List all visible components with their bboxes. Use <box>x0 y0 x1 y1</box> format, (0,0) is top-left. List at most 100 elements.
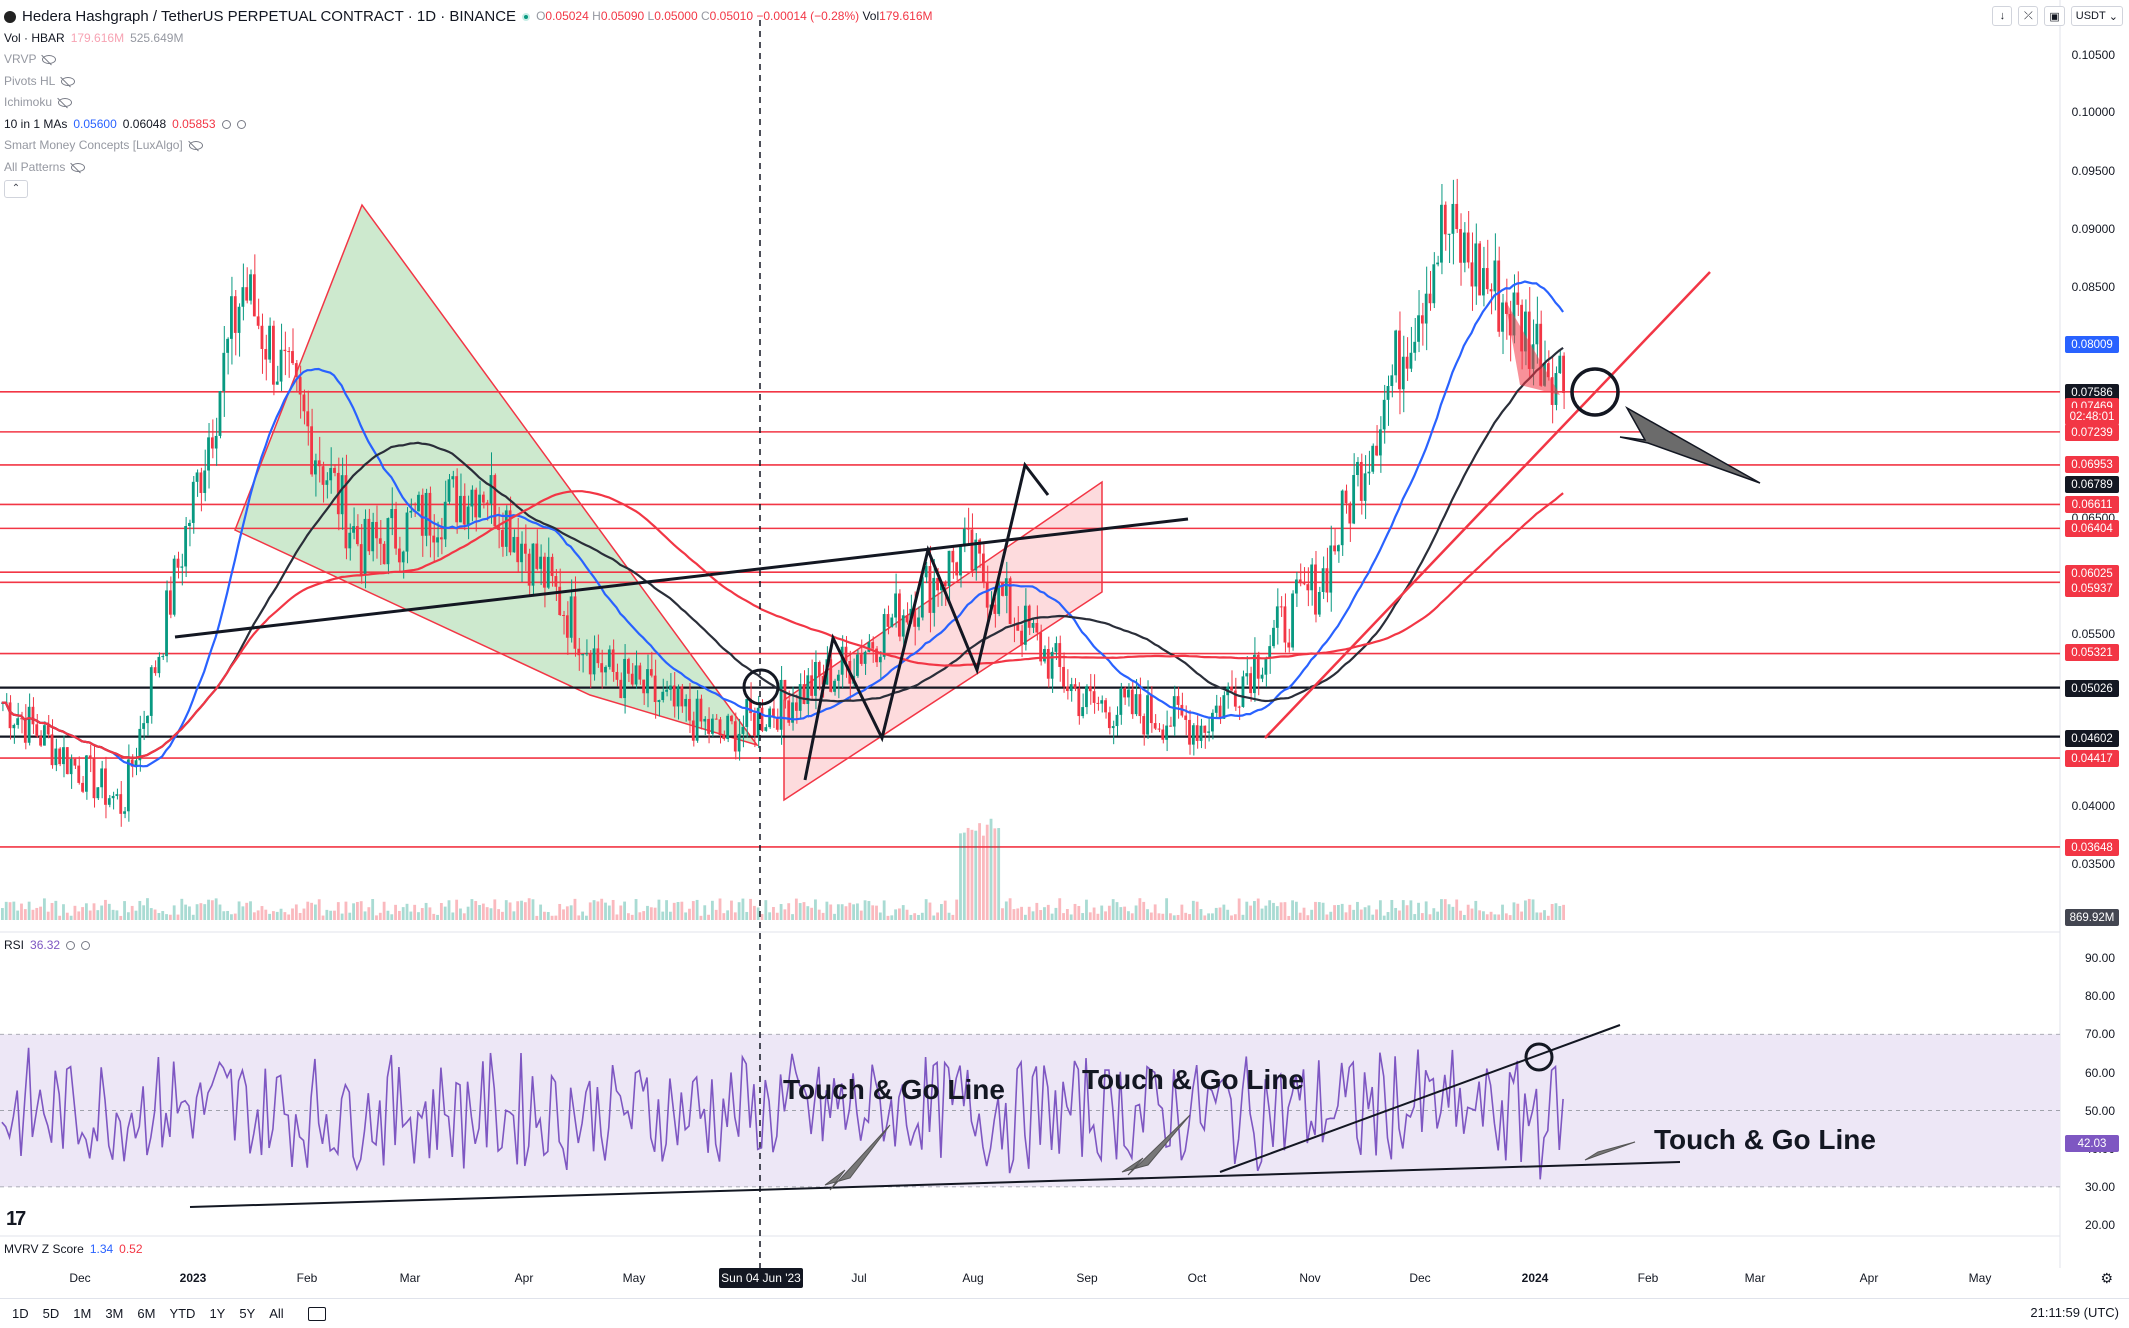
volume-bar <box>1191 900 1195 920</box>
candle-body <box>871 642 875 649</box>
candle-body <box>84 755 88 792</box>
calendar-icon[interactable] <box>307 1306 326 1321</box>
candle-body <box>1291 593 1294 648</box>
candle-body <box>1546 363 1550 378</box>
volume-bar <box>96 910 100 920</box>
rsi-label: RSI <box>4 938 25 952</box>
time-axis[interactable]: Dec 2023 Feb Mar Apr May Jul Aug Sep Oct… <box>0 1268 2060 1290</box>
pivots-row[interactable]: Pivots HL <box>4 71 933 93</box>
gear-icon[interactable]: ⚙ <box>2100 1270 2113 1286</box>
mas-row[interactable]: 10 in 1 MAs 0.05600 0.06048 0.05853 <box>4 114 933 136</box>
candle-body <box>710 718 714 734</box>
hidden-eye-icon[interactable] <box>42 55 57 65</box>
candle-body <box>1020 630 1023 645</box>
volume-bar <box>623 901 626 920</box>
volume-bar <box>1329 911 1333 920</box>
candle-body <box>615 671 619 680</box>
mvrv-legend[interactable]: MVRV Z Score 1.34 0.52 <box>4 1242 143 1256</box>
patterns-row[interactable]: All Patterns <box>4 157 933 179</box>
range-1y[interactable]: 1Y <box>209 1306 226 1321</box>
collapse-legend-button[interactable]: ⌃ <box>4 180 28 198</box>
hidden-eye-icon[interactable] <box>58 98 73 108</box>
volume-bar <box>478 905 481 920</box>
range-6m[interactable]: 6M <box>137 1306 156 1321</box>
volume-bar <box>1474 900 1478 920</box>
volume-bar <box>355 901 359 920</box>
volume-bar <box>527 898 531 920</box>
range-3m[interactable]: 3M <box>105 1306 124 1321</box>
candle-body <box>272 325 275 385</box>
rsi-axis-label: 30.00 <box>2084 1180 2115 1194</box>
hidden-eye-icon[interactable] <box>61 76 76 86</box>
candle-body <box>203 470 207 493</box>
candle-body <box>1443 204 1447 235</box>
rsi-value-tag: 42.03 <box>2065 1135 2119 1152</box>
settings-icon[interactable] <box>81 940 91 950</box>
volume-bar <box>535 915 539 920</box>
time-label: Nov <box>1299 1271 1321 1285</box>
vol-indicator-row[interactable]: Vol · HBAR 179.616M 525.649M <box>4 28 933 50</box>
arrow-annotation <box>1584 1141 1636 1161</box>
candle-body <box>821 676 825 685</box>
volume-bar <box>684 912 688 920</box>
volume-bar <box>619 905 623 920</box>
range-5y[interactable]: 5Y <box>239 1306 256 1321</box>
volume-bar <box>100 905 104 920</box>
volume-bar <box>1230 915 1233 920</box>
rsi-axis-label: 50.00 <box>2084 1104 2115 1118</box>
screenshot-icon[interactable]: ▣ <box>2044 6 2065 26</box>
eye-icon[interactable] <box>66 940 76 950</box>
candle-body <box>405 512 409 552</box>
volume-bar <box>523 902 527 920</box>
volume-bar <box>153 909 157 920</box>
volume-bar <box>1504 913 1508 920</box>
chart-canvas[interactable] <box>0 0 2129 1298</box>
currency-select[interactable]: USDT ⌄ <box>2070 6 2123 26</box>
volume-bar <box>119 915 123 920</box>
symbol-logo-icon <box>4 10 16 23</box>
range-5d[interactable]: 5D <box>42 1306 60 1321</box>
compress-icon[interactable]: ⤫ <box>2018 6 2039 26</box>
volume-bar <box>707 914 710 920</box>
price-tag: 0.05937 <box>2065 580 2119 597</box>
volume-bar <box>1550 904 1554 920</box>
range-1d[interactable]: 1D <box>12 1306 29 1321</box>
ma-blue-line <box>1 280 1564 768</box>
hidden-eye-icon[interactable] <box>188 141 203 151</box>
volume-bar <box>294 904 298 920</box>
volume-bar <box>1134 905 1138 920</box>
volume-bar <box>359 901 363 920</box>
vrvp-row[interactable]: VRVP <box>4 49 933 71</box>
candle-body <box>817 661 821 677</box>
volume-bar <box>1272 902 1275 920</box>
range-1m[interactable]: 1M <box>73 1306 92 1321</box>
eye-icon[interactable] <box>221 119 231 129</box>
settings-icon[interactable] <box>236 119 246 129</box>
utc-clock[interactable]: 21:11:59 (UTC) <box>2030 1305 2119 1320</box>
arrow-down-icon[interactable]: ↓ <box>1992 6 2013 26</box>
countdown-tag: 02:48:01 <box>2065 408 2119 425</box>
rsi-legend[interactable]: RSI 36.32 <box>4 938 91 952</box>
candle-body <box>1230 686 1233 691</box>
candle-body <box>210 437 214 449</box>
hidden-eye-icon[interactable] <box>71 162 86 172</box>
candle-body <box>875 648 878 663</box>
candle-body <box>176 558 180 568</box>
volume-bar <box>1291 900 1294 920</box>
ichimoku-row[interactable]: Ichimoku <box>4 92 933 114</box>
volume-bar <box>1451 906 1455 920</box>
volume-bar <box>283 912 287 920</box>
smc-row[interactable]: Smart Money Concepts [LuxAlgo] <box>4 135 933 157</box>
volume-bar <box>653 907 657 920</box>
volume-bar <box>1149 912 1153 920</box>
volume-bar <box>1394 907 1398 920</box>
volume-bar <box>46 911 50 920</box>
range-all[interactable]: All <box>269 1306 284 1321</box>
volume-bar <box>401 907 405 920</box>
range-ytd[interactable]: YTD <box>169 1306 196 1321</box>
volume-bar <box>447 900 451 920</box>
candle-body <box>1027 605 1031 628</box>
candle-body <box>962 528 966 547</box>
candle-body <box>306 411 310 427</box>
symbol-title[interactable]: Hedera Hashgraph / TetherUS PERPETUAL CO… <box>22 8 517 25</box>
